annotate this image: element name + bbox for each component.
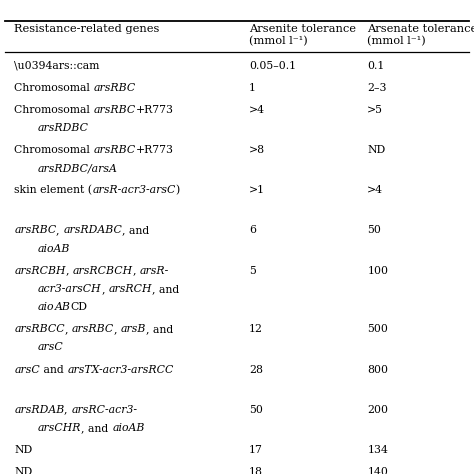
Text: , and: , and xyxy=(82,423,112,433)
Text: arsR-acr3-arsC: arsR-acr3-arsC xyxy=(92,185,176,195)
Text: , and: , and xyxy=(152,284,179,294)
Text: arsRBC: arsRBC xyxy=(93,83,136,93)
Text: 2–3: 2–3 xyxy=(367,83,387,93)
Text: 28: 28 xyxy=(249,365,263,374)
Text: ,: , xyxy=(64,404,72,415)
Text: ): ) xyxy=(176,185,180,196)
Text: skin element (: skin element ( xyxy=(14,185,92,196)
Text: +R773: +R773 xyxy=(136,105,174,115)
Text: arsRBC: arsRBC xyxy=(93,105,136,115)
Text: arsTX-acr3-arsRCC: arsTX-acr3-arsRCC xyxy=(67,365,173,374)
Text: 200: 200 xyxy=(367,404,388,415)
Text: ,: , xyxy=(101,284,109,294)
Text: 17: 17 xyxy=(249,445,263,455)
Text: >4: >4 xyxy=(367,185,383,195)
Text: arsRBC: arsRBC xyxy=(14,226,56,236)
Text: 50: 50 xyxy=(367,226,381,236)
Text: 5: 5 xyxy=(249,265,256,276)
Text: arsC: arsC xyxy=(14,365,40,374)
Text: arsRC-acr3-: arsRC-acr3- xyxy=(72,404,137,415)
Text: 134: 134 xyxy=(367,445,388,455)
Text: Chromosomal: Chromosomal xyxy=(14,83,93,93)
Text: ,: , xyxy=(66,265,73,276)
Text: 50: 50 xyxy=(249,404,263,415)
Text: arsRBCC: arsRBCC xyxy=(14,324,65,334)
Text: >1: >1 xyxy=(249,185,265,195)
Text: aioAB: aioAB xyxy=(112,423,145,433)
Text: Chromosomal: Chromosomal xyxy=(14,105,93,115)
Text: ,: , xyxy=(56,226,64,236)
Text: Chromosomal: Chromosomal xyxy=(14,145,93,155)
Text: \u0394ars::cam: \u0394ars::cam xyxy=(14,61,100,71)
Text: arsRDBC/arsA: arsRDBC/arsA xyxy=(38,163,118,173)
Text: 6: 6 xyxy=(249,226,256,236)
Text: >5: >5 xyxy=(367,105,383,115)
Text: Resistance-related genes: Resistance-related genes xyxy=(14,24,160,34)
Text: >8: >8 xyxy=(249,145,265,155)
Text: acr3-arsCH: acr3-arsCH xyxy=(38,284,101,294)
Text: arsCHR: arsCHR xyxy=(38,423,82,433)
Text: 18: 18 xyxy=(249,467,263,474)
Text: , and: , and xyxy=(146,324,173,334)
Text: aioAB: aioAB xyxy=(38,244,70,254)
Text: arsRDAB: arsRDAB xyxy=(14,404,64,415)
Text: aio: aio xyxy=(38,302,55,312)
Text: , and: , and xyxy=(122,226,150,236)
Text: arsRCBH: arsRCBH xyxy=(14,265,66,276)
Text: ND: ND xyxy=(367,145,386,155)
Text: Arsenate tolerance
(mmol l⁻¹): Arsenate tolerance (mmol l⁻¹) xyxy=(367,24,474,46)
Text: arsRDABC: arsRDABC xyxy=(64,226,122,236)
Text: 500: 500 xyxy=(367,324,388,334)
Text: arsC: arsC xyxy=(38,342,64,353)
Text: >4: >4 xyxy=(249,105,265,115)
Text: arsRCH: arsRCH xyxy=(109,284,152,294)
Text: 0.05–0.1: 0.05–0.1 xyxy=(249,61,296,71)
Text: ,: , xyxy=(133,265,140,276)
Text: ,: , xyxy=(114,324,121,334)
Text: arsB: arsB xyxy=(121,324,146,334)
Text: and: and xyxy=(40,365,67,374)
Text: ,: , xyxy=(65,324,72,334)
Text: Arsenite tolerance
(mmol l⁻¹): Arsenite tolerance (mmol l⁻¹) xyxy=(249,24,356,46)
Text: +R773: +R773 xyxy=(136,145,174,155)
Text: 12: 12 xyxy=(249,324,263,334)
Text: 800: 800 xyxy=(367,365,388,374)
Text: 0.1: 0.1 xyxy=(367,61,385,71)
Text: AB: AB xyxy=(55,302,70,312)
Text: arsRCBCH: arsRCBCH xyxy=(73,265,133,276)
Text: arsRDBC: arsRDBC xyxy=(38,123,89,133)
Text: ND: ND xyxy=(14,445,33,455)
Text: arsR-: arsR- xyxy=(140,265,169,276)
Text: 140: 140 xyxy=(367,467,388,474)
Text: ND: ND xyxy=(14,467,33,474)
Text: 100: 100 xyxy=(367,265,388,276)
Text: 1: 1 xyxy=(249,83,256,93)
Text: arsRBC: arsRBC xyxy=(93,145,136,155)
Text: CD: CD xyxy=(70,302,87,312)
Text: arsRBC: arsRBC xyxy=(72,324,114,334)
